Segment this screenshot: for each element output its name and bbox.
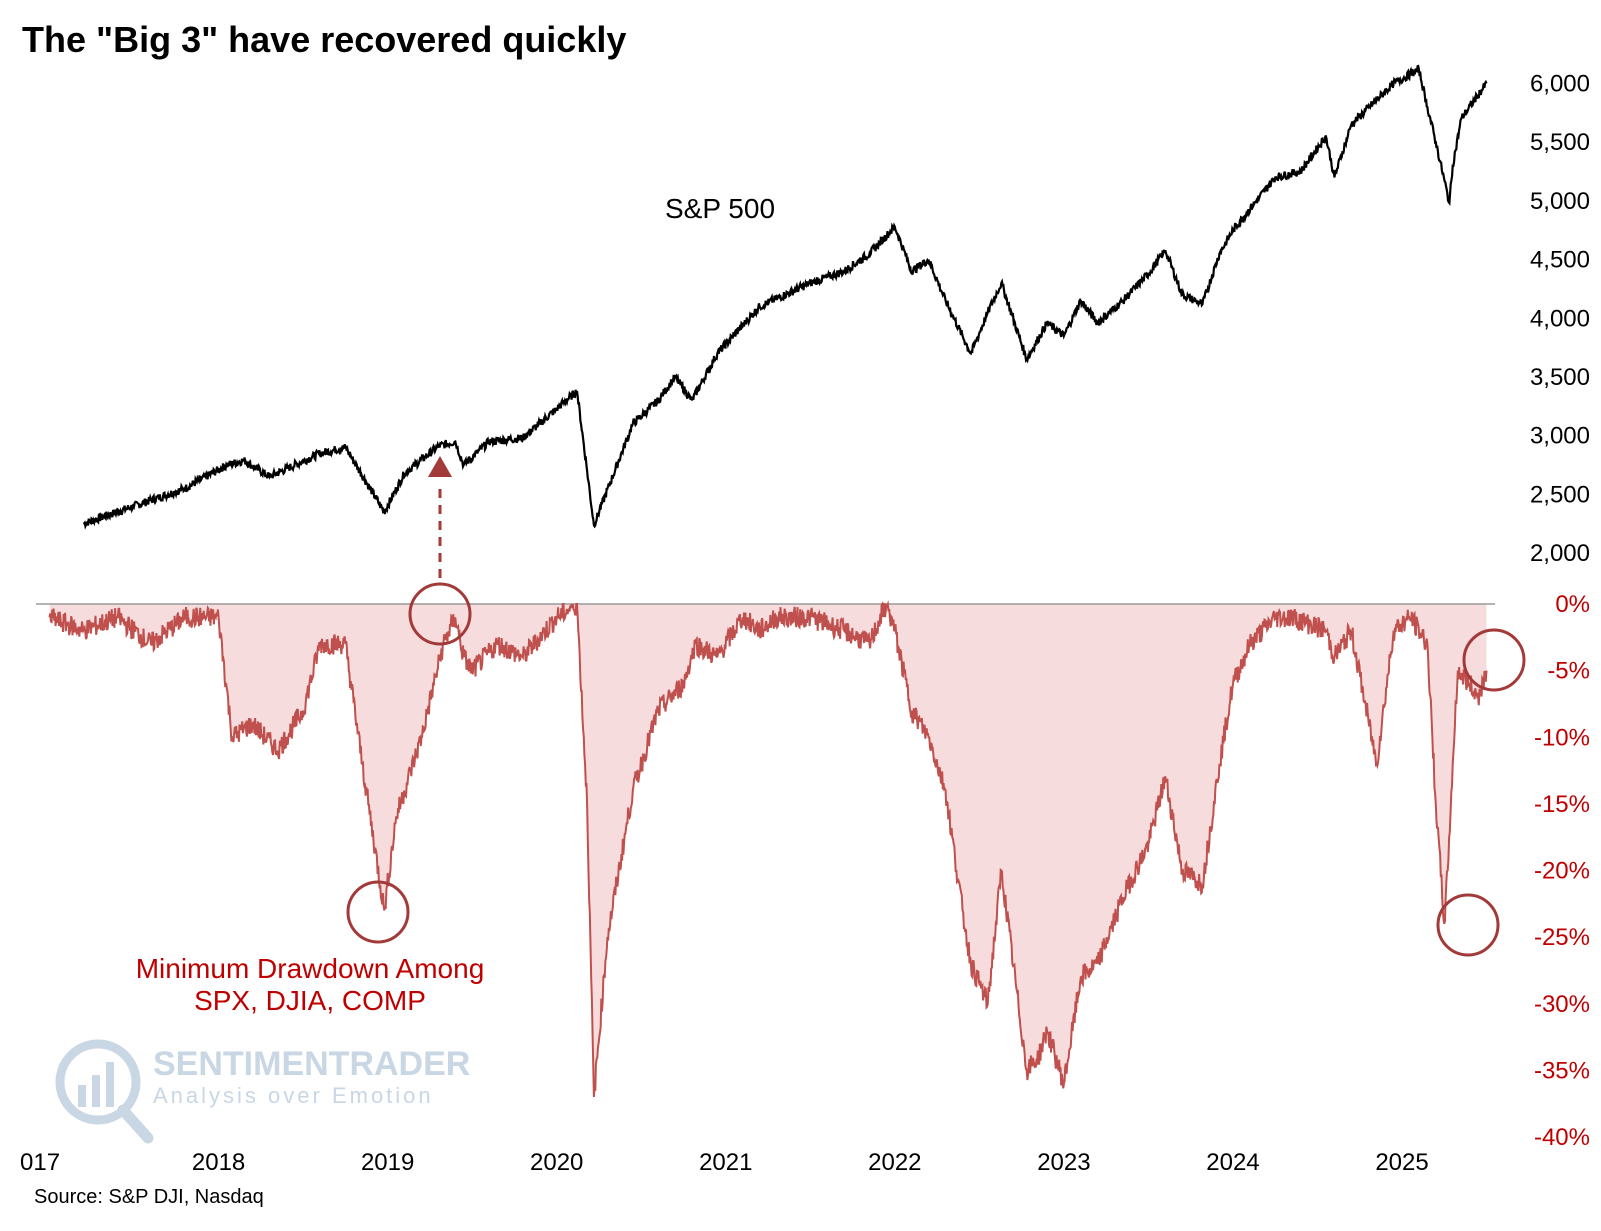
spx-y-tick-label: 4,500 (1530, 247, 1590, 274)
x-axis: 017 2018 2019 2020 2021 2022 2023 2024 2025 (20, 1149, 1429, 1176)
x-tick-label: 2018 (192, 1149, 245, 1176)
spx-y-tick-label: 5,500 (1530, 129, 1590, 156)
watermark: SENTIMENTRADER Analysis over Emotion (55, 1039, 470, 1144)
drawdown-y-tick-label: -20% (1534, 858, 1590, 885)
annotation-circle-2025-low (1436, 893, 1500, 957)
x-tick-label: 017 (20, 1149, 60, 1176)
spx-y-tick-label: 3,500 (1530, 364, 1590, 391)
chart-title: The "Big 3" have recovered quickly (22, 19, 626, 60)
drawdown-y-tick-label: -15% (1534, 791, 1590, 818)
spx-line-series (82, 64, 1488, 530)
x-tick-label: 2023 (1037, 1149, 1090, 1176)
annotations (346, 456, 1526, 957)
annotation-arrow-head (428, 456, 452, 477)
watermark-line1: SENTIMENTRADER (153, 1045, 470, 1083)
spx-y-tick-label: 2,000 (1530, 540, 1590, 567)
drawdown-y-tick-label: -25% (1534, 924, 1590, 951)
spx-y-tick-label: 2,500 (1530, 481, 1590, 508)
spx-y-axis: 2,000 2,500 3,000 3,500 4,000 4,500 5,000 5,500… (1530, 70, 1590, 567)
drawdown-area (49, 604, 1487, 1097)
drawdown-area-series (49, 604, 1487, 1097)
spx-y-tick-label: 5,000 (1530, 188, 1590, 215)
drawdown-label-line1: Minimum Drawdown Among (136, 953, 485, 984)
x-tick-label: 2022 (868, 1149, 921, 1176)
drawdown-y-tick-label: 0% (1555, 591, 1590, 618)
x-tick-label: 2020 (530, 1149, 583, 1176)
drawdown-y-tick-label: -40% (1534, 1124, 1590, 1151)
spx-y-tick-label: 4,000 (1530, 305, 1590, 332)
drawdown-y-tick-label: -5% (1547, 658, 1590, 685)
spx-line (82, 64, 1488, 530)
spx-y-tick-label: 6,000 (1530, 70, 1590, 97)
drawdown-y-tick-label: -10% (1534, 724, 1590, 751)
watermark-line2: Analysis over Emotion (153, 1083, 434, 1108)
x-tick-label: 2025 (1375, 1149, 1428, 1176)
x-tick-label: 2024 (1206, 1149, 1259, 1176)
source-note: Source: S&P DJI, Nasdaq (34, 1186, 264, 1208)
annotation-circle-2018-low (346, 880, 410, 944)
spx-y-tick-label: 3,000 (1530, 423, 1590, 450)
annotation-circle-2019-recovery (408, 582, 472, 646)
drawdown-y-axis: 0% -5% -10% -15% -20% -25% -30% -35% -40% (1534, 591, 1590, 1151)
spx-series-label: S&P 500 (665, 193, 775, 224)
drawdown-y-tick-label: -35% (1534, 1057, 1590, 1084)
drawdown-line-series (48, 600, 1488, 1098)
drawdown-line (48, 600, 1488, 1098)
x-tick-label: 2021 (699, 1149, 752, 1176)
drawdown-label-line2: SPX, DJIA, COMP (194, 985, 426, 1016)
drawdown-y-tick-label: -30% (1534, 991, 1590, 1018)
magnifier-chart-icon (55, 1039, 154, 1144)
annotation-circle-2025-recovery (1462, 628, 1526, 692)
x-tick-label: 2019 (361, 1149, 414, 1176)
